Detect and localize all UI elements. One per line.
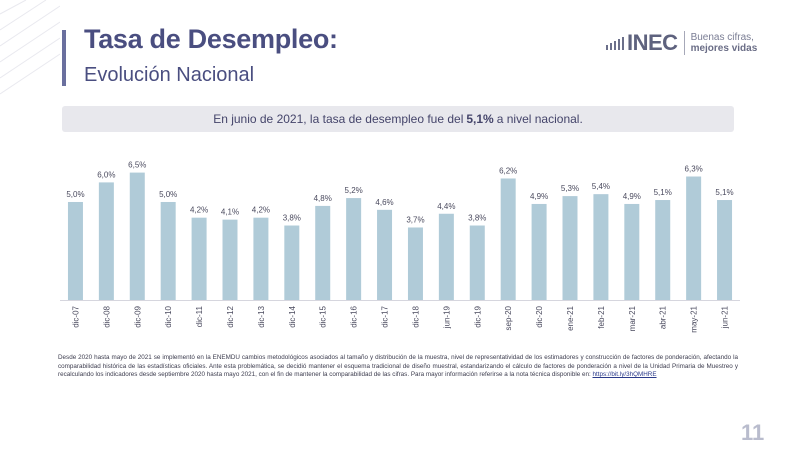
x-tick-label-abr-21: abr-21 [659, 305, 668, 329]
callout-highlight-value: 5,1% [466, 112, 494, 126]
x-tick-label-dic-08: dic-08 [102, 305, 111, 327]
data-label-dic-19: 3,8% [468, 214, 486, 223]
x-tick-label-dic-16: dic-16 [350, 305, 359, 327]
page-title: Tasa de Desempleo: [84, 24, 338, 54]
inec-logo: INEC Buenas cifras, mejores vidas [606, 31, 757, 55]
data-label-jun-21: 5,1% [715, 188, 733, 197]
data-label-abr-21: 5,1% [654, 188, 672, 197]
x-tick-label-dic-12: dic-12 [226, 305, 235, 327]
x-tick-label-dic-19: dic-19 [473, 305, 482, 327]
bar-jun-19 [438, 213, 454, 300]
data-label-jun-19: 4,4% [437, 202, 455, 211]
bar-dic-12 [222, 219, 238, 300]
bar-dic-07 [67, 201, 83, 300]
x-tick-label-dic-09: dic-09 [133, 305, 142, 327]
x-tick-label-jun-19: jun-19 [442, 305, 451, 329]
data-label-dic-11: 4,2% [190, 206, 208, 215]
x-tick-label-ene-21: ene-21 [566, 305, 575, 330]
data-label-dic-13: 4,2% [252, 206, 270, 215]
bar-dic-19 [469, 225, 485, 300]
bar-feb-21 [593, 194, 609, 300]
x-tick-label-dic-18: dic-18 [411, 305, 420, 327]
bar-dic-13 [253, 217, 269, 300]
logo-tagline-line-1: Buenas cifras, [690, 32, 754, 43]
x-tick-label-dic-07: dic-07 [71, 305, 80, 327]
data-label-dic-17: 4,6% [375, 198, 393, 207]
data-label-ene-21: 5,3% [561, 184, 579, 193]
title-accent-bar [62, 30, 66, 86]
data-label-dic-12: 4,1% [221, 208, 239, 217]
bar-sep-20 [500, 178, 516, 300]
x-tick-label-dic-20: dic-20 [535, 305, 544, 327]
bar-dic-20 [531, 203, 547, 300]
x-tick-label-mar-21: mar-21 [628, 305, 637, 331]
page-number: 11 [741, 420, 765, 445]
bar-mar-21 [624, 203, 640, 300]
bar-dic-11 [191, 217, 207, 300]
logo-tagline-line-2: mejores vidas [690, 43, 758, 54]
x-tick-label-may-21: may-21 [690, 305, 699, 332]
x-tick-label-dic-15: dic-15 [319, 305, 328, 327]
technical-note-link[interactable]: https://bit.ly/3hQMHRE [592, 371, 657, 379]
corner-decoration [0, 0, 60, 95]
footnote-text: Desde 2020 hasta mayo de 2021 se impleme… [58, 354, 738, 379]
bar-dic-15 [315, 205, 331, 300]
data-label-sep-20: 6,2% [499, 166, 517, 175]
x-tick-label-jun-21: jun-21 [721, 305, 730, 329]
logo-wordmark: INEC [627, 30, 678, 55]
data-label-dic-07: 5,0% [66, 190, 84, 199]
data-label-dic-16: 5,2% [345, 186, 363, 195]
bar-dic-08 [98, 182, 114, 300]
data-label-dic-18: 3,7% [406, 215, 424, 224]
bar-dic-10 [160, 201, 176, 300]
data-label-dic-09: 6,5% [128, 161, 146, 170]
x-tick-label-feb-21: feb-21 [597, 305, 606, 328]
bar-dic-18 [407, 227, 423, 300]
callout-text-after: a nivel nacional. [496, 112, 583, 126]
data-label-dic-14: 3,8% [283, 214, 301, 223]
x-tick-label-dic-11: dic-11 [195, 305, 204, 327]
x-tick-label-dic-14: dic-14 [288, 305, 297, 327]
summary-callout: En junio de 2021, la tasa de desempleo f… [62, 106, 734, 132]
data-label-dic-15: 4,8% [314, 194, 332, 203]
x-tick-label-dic-10: dic-10 [164, 305, 173, 327]
bar-dic-17 [377, 209, 393, 300]
logo-tagline: Buenas cifras, mejores vidas [691, 32, 758, 54]
data-label-dic-10: 5,0% [159, 190, 177, 199]
data-label-may-21: 6,3% [685, 165, 703, 174]
bar-dic-14 [284, 225, 300, 300]
data-label-mar-21: 4,9% [623, 192, 641, 201]
data-label-dic-20: 4,9% [530, 192, 548, 201]
callout-text-before: En junio de 2021, la tasa de desempleo f… [213, 112, 464, 126]
logo-divider [683, 31, 685, 55]
data-label-dic-08: 6,0% [97, 170, 115, 179]
x-tick-label-dic-13: dic-13 [257, 305, 266, 327]
logo-bars-icon [606, 36, 624, 50]
bar-may-21 [686, 176, 702, 300]
bar-jun-21 [717, 200, 733, 300]
x-tick-label-dic-17: dic-17 [381, 305, 390, 327]
methodology-footnote: Desde 2020 hasta mayo de 2021 se impleme… [58, 354, 738, 380]
bar-abr-21 [655, 200, 671, 300]
data-label-feb-21: 5,4% [592, 182, 610, 191]
x-tick-label-sep-20: sep-20 [504, 305, 513, 330]
bar-dic-16 [346, 198, 362, 300]
page-subtitle: Evolución Nacional [84, 64, 255, 86]
unemployment-bar-chart: 5,0% dic-07 6,0% dic-08 6,5% dic-09 5,0% dic-10… [60, 161, 740, 333]
bar-ene-21 [562, 196, 578, 300]
bar-dic-09 [129, 172, 145, 300]
